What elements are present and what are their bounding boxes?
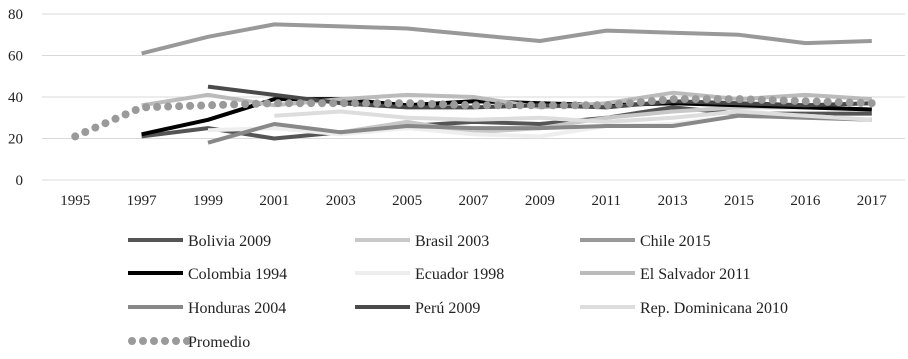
x-tick-label: 2005 (392, 193, 422, 209)
legend-item: El Salvador 2011 (580, 266, 751, 283)
legend-label: Chile 2015 (640, 233, 711, 250)
legend-item: Rep. Dominicana 2010 (580, 300, 788, 317)
y-tick-label: 80 (8, 7, 23, 23)
x-tick-label: 2011 (592, 193, 621, 209)
x-tick-label: 2017 (857, 193, 888, 209)
legend-label: Ecuador 1998 (415, 266, 504, 283)
x-tick-label: 1995 (60, 193, 90, 209)
legend-item: Brasil 2003 (355, 233, 489, 250)
legend-label: Perú 2009 (415, 300, 480, 317)
series-line (142, 24, 872, 53)
x-tick-label: 2001 (259, 193, 289, 209)
legend-item: Colombia 1994 (128, 266, 287, 283)
y-tick-label: 60 (8, 49, 23, 65)
legend-label: Rep. Dominicana 2010 (640, 300, 788, 317)
x-tick-label: 2016 (790, 193, 821, 209)
series-2 (142, 24, 872, 53)
legend-label: Promedio (188, 334, 250, 351)
x-tick-label: 1997 (127, 193, 158, 209)
x-tick-label: 1999 (193, 193, 223, 209)
legend-item: Bolivia 2009 (128, 233, 271, 250)
x-tick-label: 2009 (525, 193, 555, 209)
legend-item: Chile 2015 (580, 233, 711, 250)
legend: Bolivia 2009 Brasil 2003 Chile 2015 Colombi… (128, 233, 788, 351)
legend-item: Promedio (132, 334, 250, 351)
legend-item: Perú 2009 (355, 300, 480, 317)
legend-label: Colombia 1994 (188, 266, 287, 283)
y-tick-label: 20 (8, 132, 23, 148)
x-tick-label: 2015 (724, 193, 754, 209)
y-tick-label: 40 (8, 90, 23, 106)
x-tick-label: 2007 (459, 193, 490, 209)
x-tick-label: 2003 (326, 193, 356, 209)
y-tick-label: 0 (16, 173, 24, 189)
legend-item: Honduras 2004 (128, 300, 286, 317)
legend-label: El Salvador 2011 (640, 266, 751, 283)
legend-label: Bolivia 2009 (188, 233, 271, 250)
legend-item: Ecuador 1998 (355, 266, 504, 283)
legend-label: Brasil 2003 (415, 233, 489, 250)
x-tick-label: 2013 (658, 193, 688, 209)
legend-label: Honduras 2004 (188, 300, 286, 317)
